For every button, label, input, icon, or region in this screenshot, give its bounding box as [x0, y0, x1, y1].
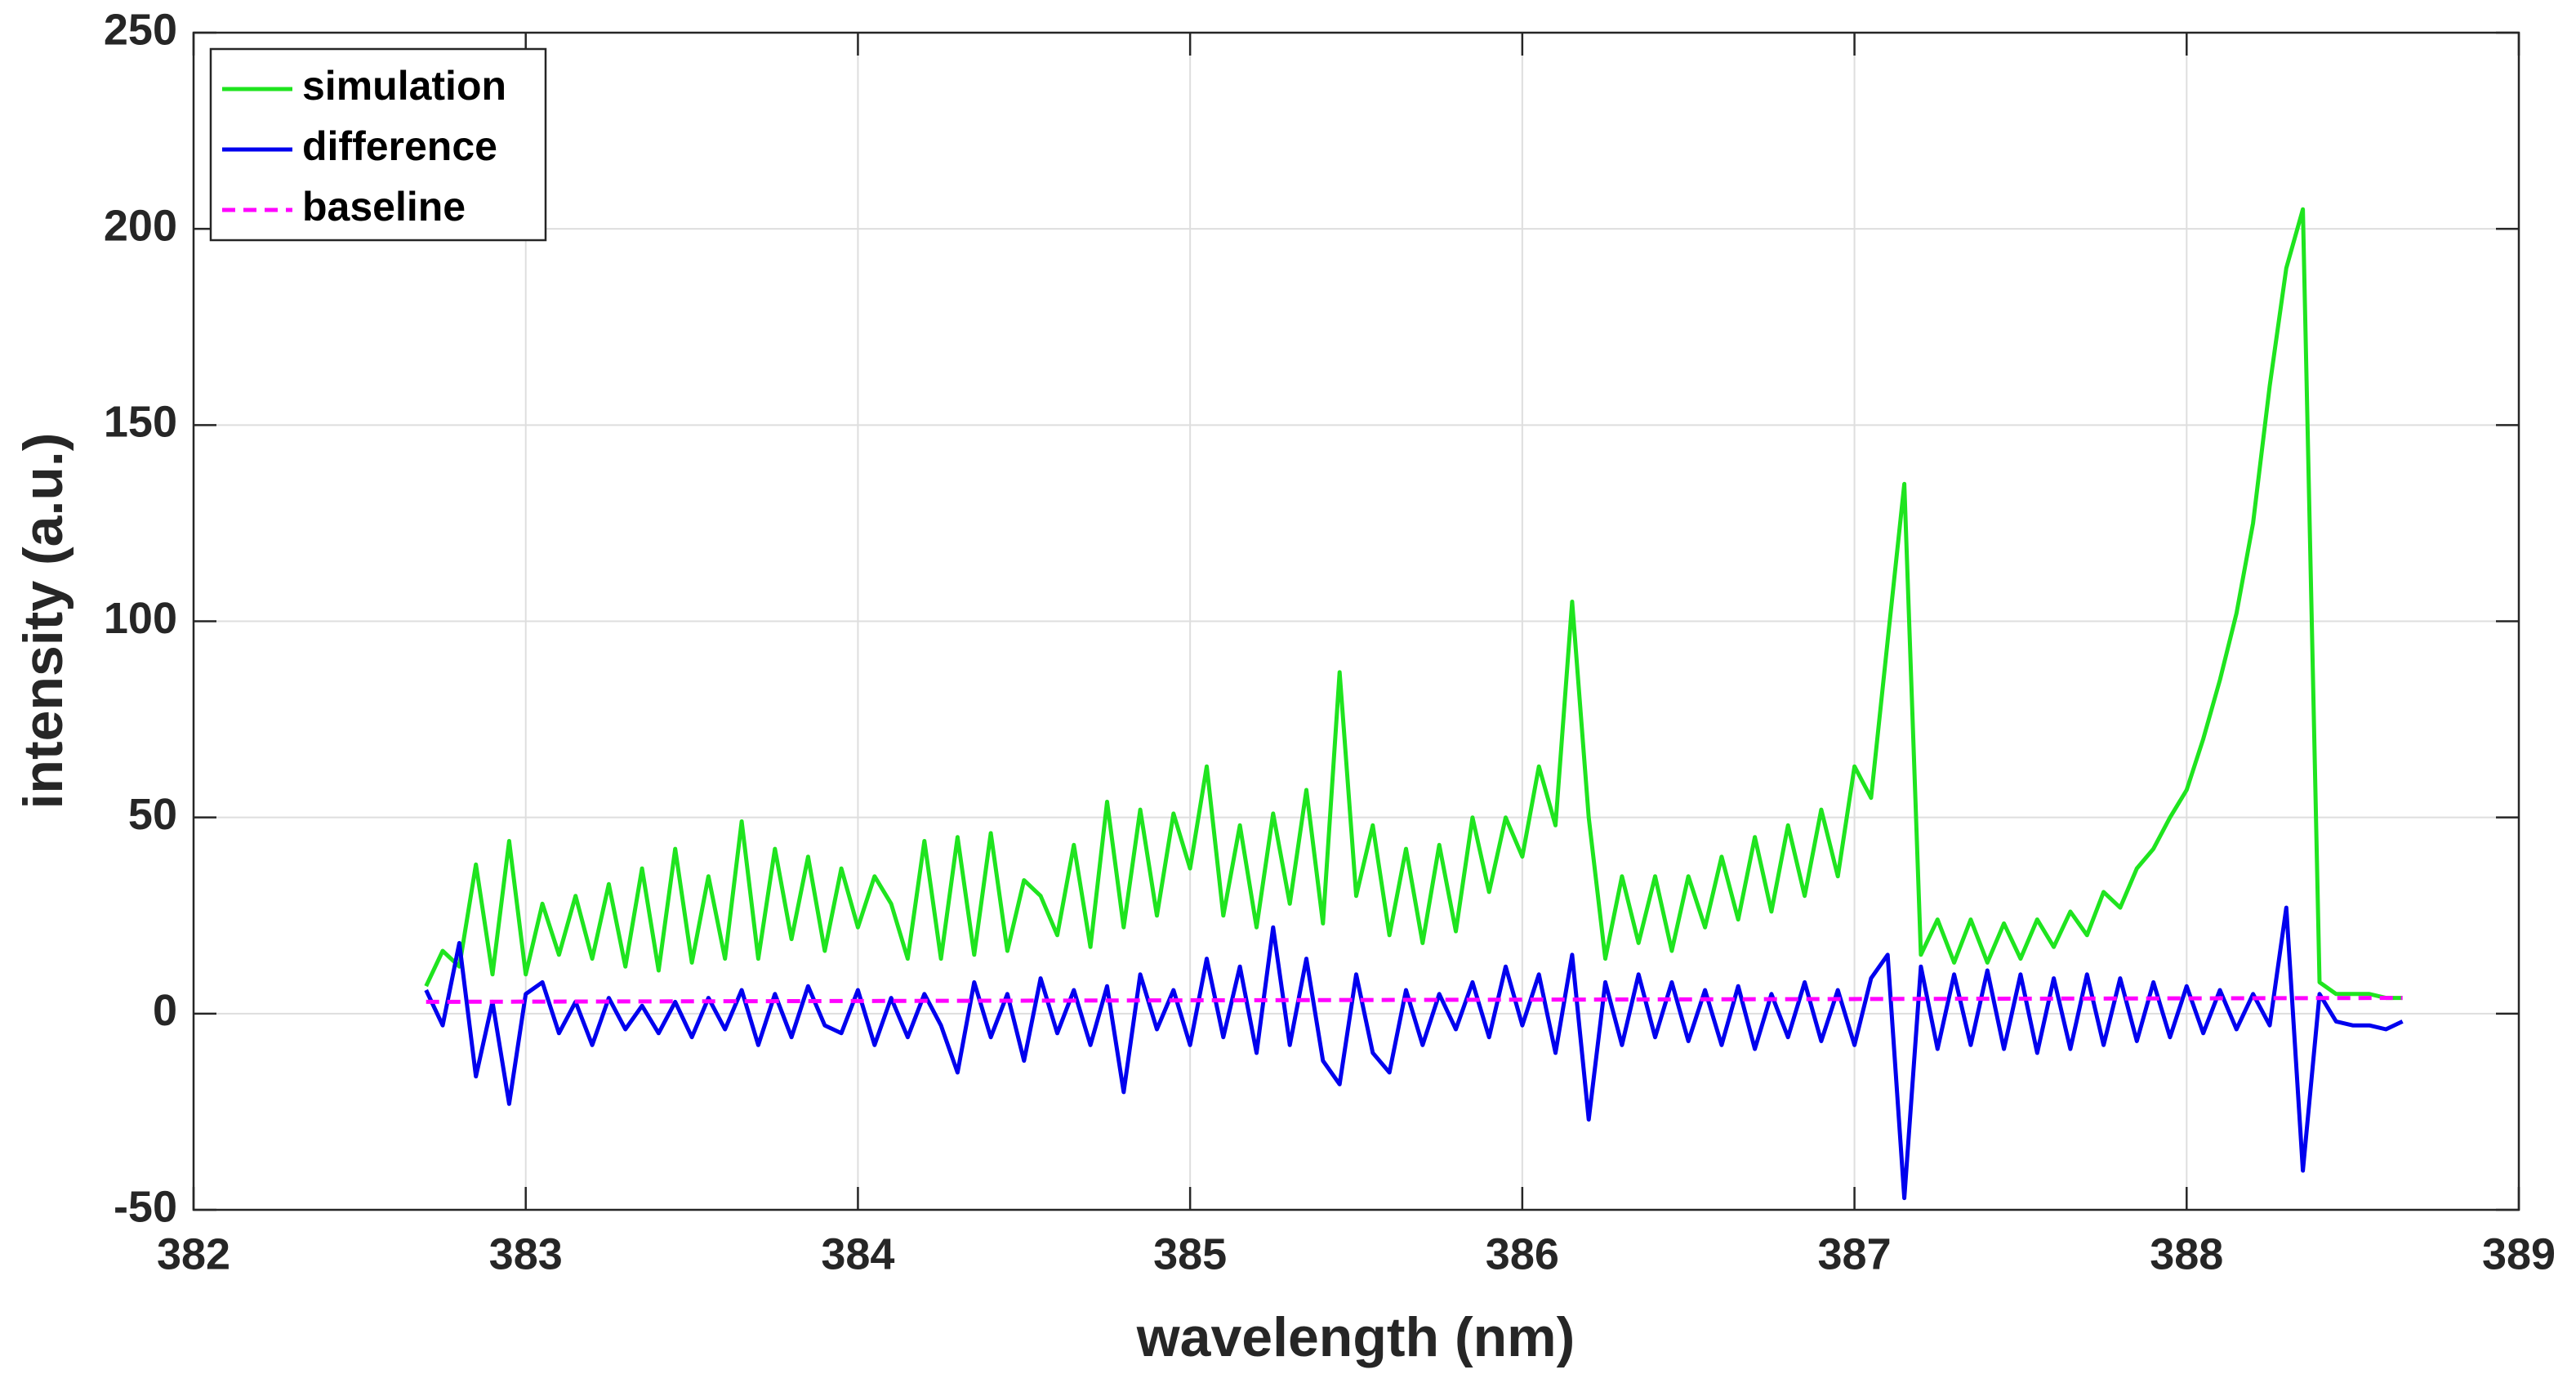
x-axis-label: wavelength (nm): [1136, 1306, 1575, 1368]
y-axis-label: intensity (a.u.): [12, 433, 74, 810]
y-tick-label: 0: [153, 986, 177, 1035]
line-series: [426, 996, 2403, 1004]
x-tick-label: 389: [2482, 1229, 2556, 1278]
x-tick-label: 387: [1818, 1229, 1892, 1278]
legend-label: simulation: [302, 63, 506, 109]
y-tick-label: 150: [104, 398, 177, 447]
y-tick-label: 250: [104, 5, 177, 54]
legend-label: difference: [302, 123, 497, 169]
line-series: [424, 905, 2404, 1201]
legend-label: baseline: [302, 184, 466, 230]
x-tick-label: 385: [1153, 1229, 1227, 1278]
x-tick-label: 383: [489, 1229, 563, 1278]
x-tick-label: 386: [1486, 1229, 1559, 1278]
y-tick-label: -50: [114, 1182, 177, 1231]
y-tick-label: 50: [128, 790, 177, 839]
y-tick-label: 100: [104, 594, 177, 643]
x-tick-label: 382: [157, 1229, 230, 1278]
x-tick-label: 384: [821, 1229, 894, 1278]
line-series: [424, 207, 2403, 1001]
x-tick-label: 388: [2150, 1229, 2223, 1278]
y-tick-label: 200: [104, 201, 177, 250]
